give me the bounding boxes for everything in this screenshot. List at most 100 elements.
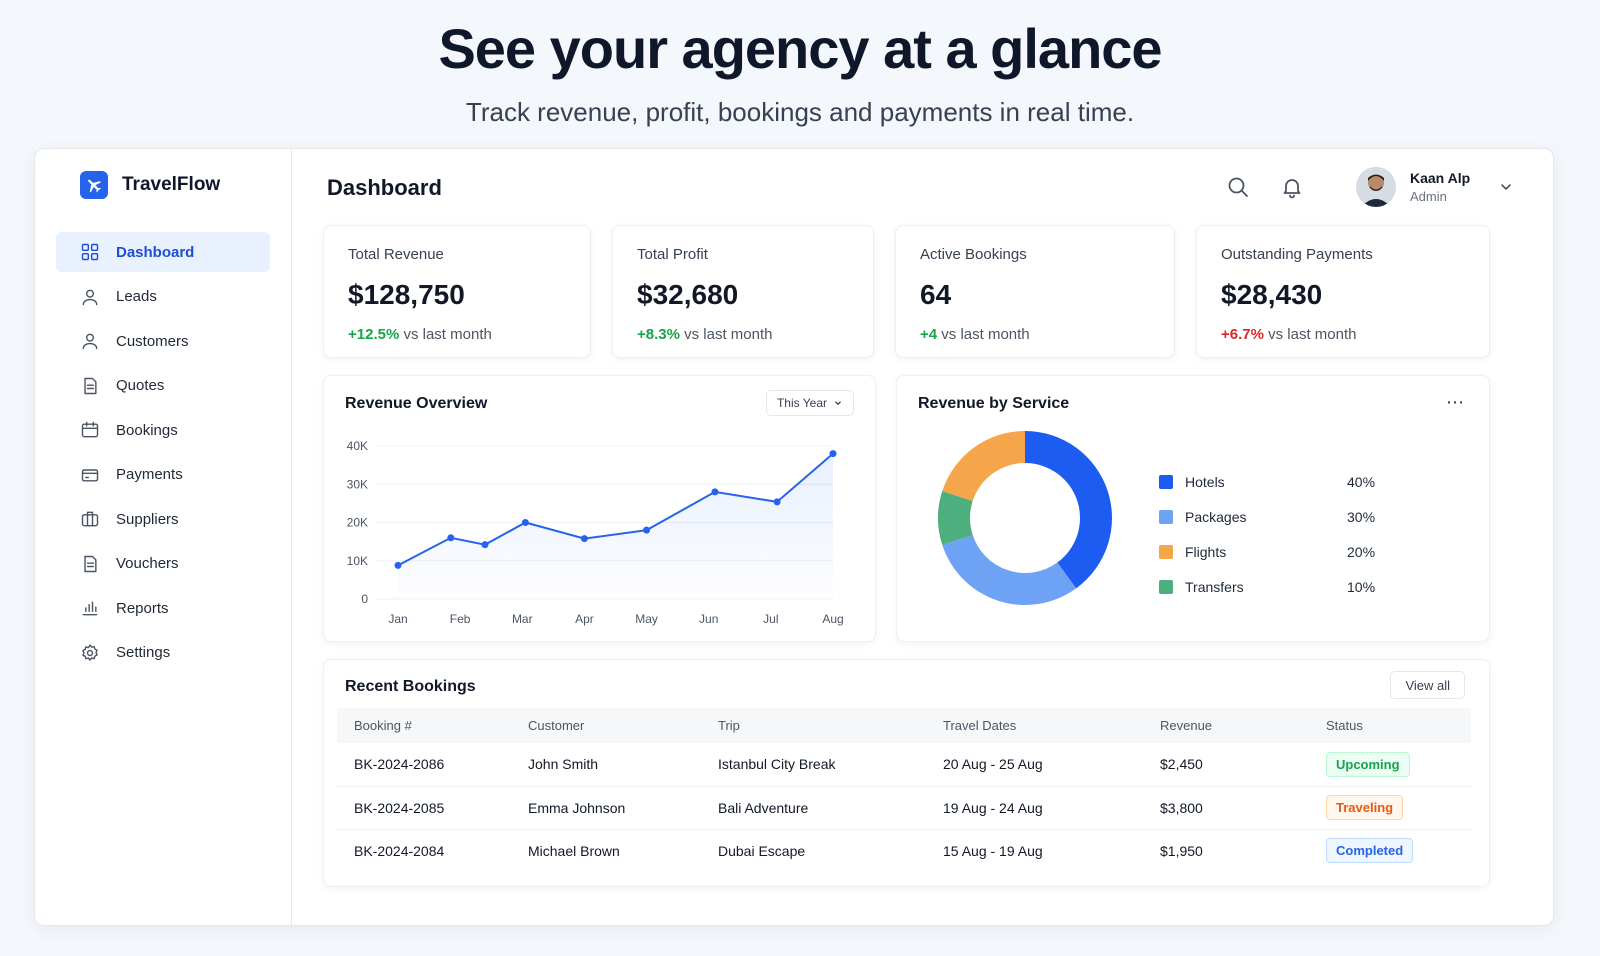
x-tick-label: Feb bbox=[450, 612, 471, 626]
travel-dates: 20 Aug - 25 Aug bbox=[943, 756, 1043, 773]
sidebar-item-label: Vouchers bbox=[116, 555, 179, 572]
table-row[interactable]: BK-2024-2086 John Smith Istanbul City Brea… bbox=[337, 743, 1471, 786]
revenue-line-chart: 0 10K 20K 30K 40K Jan Feb Mar Apr May Jun Jul Aug bbox=[347, 439, 844, 626]
briefcase-icon bbox=[81, 511, 99, 527]
y-tick-label: 0 bbox=[361, 592, 368, 606]
customer-name: John Smith bbox=[528, 756, 599, 773]
kpi-delta-suffix: vs last month bbox=[679, 326, 773, 343]
sidebar-item-quotes[interactable]: Quotes bbox=[56, 366, 270, 406]
travel-dates: 15 Aug - 19 Aug bbox=[943, 842, 1043, 859]
kpi-card-total-profit: Total Profit $32,680 +8.3% vs last month bbox=[612, 225, 874, 358]
pie-slice-packages[interactable] bbox=[942, 534, 1077, 605]
kpi-delta-suffix: vs last month bbox=[399, 326, 492, 343]
revenue-donut-chart bbox=[938, 431, 1112, 605]
kpi-value: $32,680 bbox=[637, 279, 739, 310]
more-options-icon[interactable]: ⋯ bbox=[1446, 392, 1465, 412]
y-tick-label: 40K bbox=[347, 439, 368, 453]
gear-icon bbox=[82, 643, 98, 661]
user-menu[interactable]: Kaan Alp Admin bbox=[1356, 167, 1514, 207]
revenue-by-service-card: Revenue by Service ⋯ Hotels 40% Packages 30… bbox=[896, 375, 1490, 642]
legend-value: 20% bbox=[1347, 543, 1376, 560]
x-tick-label: May bbox=[635, 612, 658, 626]
kpi-delta-value: +4 bbox=[920, 326, 938, 343]
app-window: TravelFlow Dashboard Leads Customers Quotes… bbox=[34, 148, 1554, 926]
x-tick-label: Jan bbox=[388, 612, 407, 626]
area-fill bbox=[398, 453, 833, 599]
calendar-icon bbox=[81, 421, 99, 438]
table-row[interactable]: BK-2024-2085 Emma Johnson Bali Adventure 19… bbox=[337, 786, 1471, 829]
pie-slice-flights[interactable] bbox=[942, 431, 1025, 502]
table-header-row: Booking # Customer Trip Travel Dates Revenue… bbox=[337, 708, 1471, 743]
kpi-value: $28,430 bbox=[1221, 279, 1323, 310]
sidebar-item-label: Leads bbox=[116, 288, 157, 305]
sidebar-item-suppliers[interactable]: Suppliers bbox=[56, 499, 270, 539]
booking-id: BK-2024-2084 bbox=[354, 842, 445, 859]
sidebar-nav: Dashboard Leads Customers Quotes Bookings Pay… bbox=[56, 232, 270, 677]
sidebar-item-payments[interactable]: Payments bbox=[56, 455, 270, 495]
period-dropdown[interactable]: This Year bbox=[765, 390, 854, 416]
recent-bookings-card: Recent Bookings View all Booking # Custom… bbox=[323, 659, 1490, 887]
page-title: Dashboard bbox=[327, 175, 442, 200]
status-badge: Completed bbox=[1326, 838, 1414, 864]
sidebar-item-vouchers[interactable]: Vouchers bbox=[56, 544, 270, 584]
chart-legend: Hotels 40% Packages 30% Flights 20% Transfers 1… bbox=[1159, 464, 1399, 604]
sidebar-item-dashboard[interactable]: Dashboard bbox=[56, 232, 270, 272]
legend-label: Packages bbox=[1185, 508, 1247, 525]
column-header: Booking # bbox=[354, 718, 412, 733]
data-point bbox=[394, 561, 402, 569]
brand[interactable]: TravelFlow bbox=[80, 171, 220, 199]
chevron-down-icon[interactable] bbox=[1498, 179, 1514, 195]
legend-swatch bbox=[1159, 509, 1173, 524]
trip-name: Istanbul City Break bbox=[718, 756, 836, 773]
kpi-delta: +4 vs last month bbox=[920, 326, 1030, 343]
x-tick-label: Aug bbox=[822, 612, 843, 626]
kpi-label: Active Bookings bbox=[920, 246, 1027, 263]
bookings-table: Booking # Customer Trip Travel Dates Revenue… bbox=[337, 708, 1471, 872]
status-cell: Upcoming bbox=[1309, 743, 1471, 786]
data-point bbox=[481, 541, 489, 549]
sidebar-item-leads[interactable]: Leads bbox=[56, 277, 270, 317]
hero-subtitle: Track revenue, profit, bookings and paym… bbox=[465, 97, 1135, 127]
view-all-button[interactable]: View all bbox=[1390, 671, 1465, 699]
legend-item-packages: Packages 30% bbox=[1159, 499, 1399, 534]
table-row[interactable]: BK-2024-2084 Michael Brown Dubai Escape 15 … bbox=[337, 829, 1471, 872]
kpi-delta: +12.5% vs last month bbox=[348, 326, 492, 343]
sidebar-item-customers[interactable]: Customers bbox=[56, 321, 270, 361]
document-icon bbox=[84, 377, 97, 394]
booking-revenue: $3,800 bbox=[1160, 799, 1203, 816]
legend-label: Flights bbox=[1185, 543, 1227, 560]
booking-id: BK-2024-2085 bbox=[354, 799, 445, 816]
column-header: Travel Dates bbox=[943, 718, 1017, 733]
customer-name: Michael Brown bbox=[528, 842, 620, 859]
kpi-card-active-bookings: Active Bookings 64 +4 vs last month bbox=[895, 225, 1175, 358]
legend-value: 30% bbox=[1347, 508, 1376, 525]
legend-label: Transfers bbox=[1185, 578, 1244, 595]
sidebar-item-label: Reports bbox=[116, 599, 169, 617]
y-tick-label: 30K bbox=[347, 477, 368, 491]
sidebar-item-bookings[interactable]: Bookings bbox=[56, 410, 270, 450]
document-icon bbox=[84, 555, 97, 572]
hero-title: See your agency at a glance bbox=[438, 17, 1162, 80]
sidebar-item-settings[interactable]: Settings bbox=[56, 633, 270, 673]
kpi-value: 64 bbox=[920, 279, 952, 310]
kpi-label: Total Profit bbox=[637, 246, 708, 263]
legend-value: 10% bbox=[1347, 578, 1376, 595]
kpi-delta: +6.7% vs last month bbox=[1221, 326, 1357, 343]
bell-icon[interactable] bbox=[1280, 175, 1304, 199]
sidebar-item-label: Customers bbox=[116, 332, 189, 350]
card-title: Revenue Overview bbox=[345, 395, 488, 412]
sidebar: TravelFlow Dashboard Leads Customers Quotes… bbox=[35, 149, 292, 925]
pie-slice-transfers[interactable] bbox=[938, 491, 973, 545]
x-tick-label: Apr bbox=[575, 612, 594, 626]
legend-label: Hotels bbox=[1185, 473, 1225, 490]
booking-revenue: $1,950 bbox=[1160, 842, 1203, 859]
revenue-overview-card: Revenue Overview This Year 0 10K 20K 30K 40K… bbox=[323, 375, 876, 642]
avatar bbox=[1356, 167, 1396, 207]
sidebar-item-reports[interactable]: Reports bbox=[56, 588, 270, 628]
search-icon[interactable] bbox=[1226, 175, 1250, 199]
data-point bbox=[711, 488, 719, 496]
grid-icon bbox=[81, 243, 99, 261]
status-cell: Traveling bbox=[1309, 786, 1471, 829]
pie-slice-hotels[interactable] bbox=[1025, 431, 1112, 589]
kpi-label: Outstanding Payments bbox=[1221, 246, 1373, 263]
